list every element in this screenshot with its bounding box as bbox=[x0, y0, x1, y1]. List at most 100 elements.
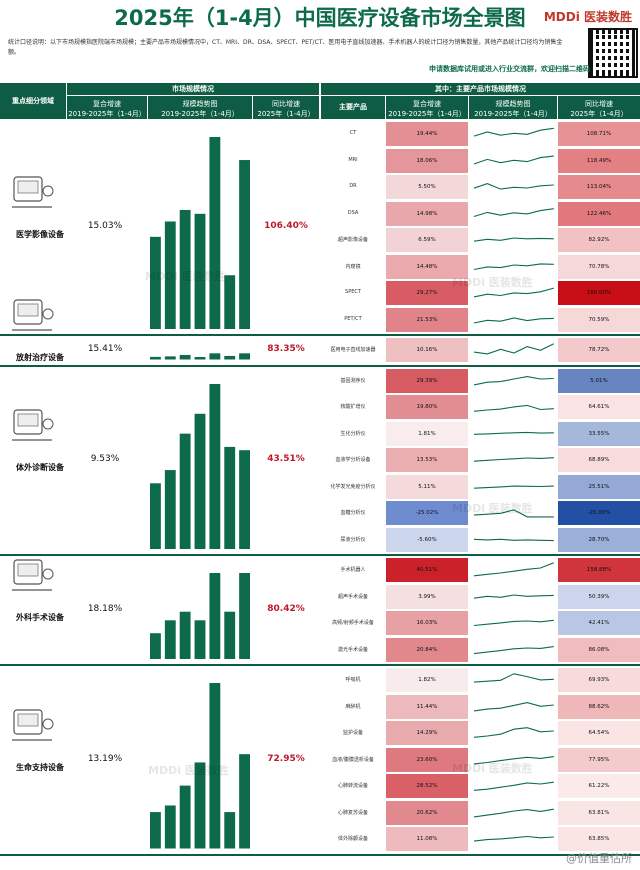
product-name: 生化分析仪 bbox=[340, 430, 366, 437]
trend-bar bbox=[239, 449, 250, 549]
trend-line bbox=[473, 701, 554, 711]
watermark: MDDi 医装数胜 bbox=[145, 270, 226, 283]
watermark: MDDi 医装数胜 bbox=[452, 762, 533, 775]
product-yoy: 70.59% bbox=[558, 307, 640, 332]
product-cagr: 29.27% bbox=[386, 281, 468, 305]
header-product-trend: 规模趋势图 2019-2025年（1-4月） bbox=[469, 96, 557, 119]
product-trend-line bbox=[473, 237, 554, 242]
segment-name: 体外诊断设备 bbox=[16, 463, 64, 473]
header-product-yoy: 同比增速 2025年（1-4月） bbox=[558, 96, 640, 119]
segment-cagr: 15.03% bbox=[87, 221, 123, 231]
trend-bar bbox=[209, 383, 221, 549]
product-yoy: 68.89% bbox=[558, 448, 640, 472]
header-market-group: 市场规模情况 bbox=[67, 83, 319, 95]
product-name: MRI bbox=[348, 156, 358, 163]
trend-line bbox=[473, 207, 554, 217]
trend-line bbox=[473, 619, 554, 627]
trend-line bbox=[473, 727, 554, 738]
product-trend-line bbox=[473, 701, 554, 711]
watermark: MDDi 医装数胜 bbox=[452, 276, 533, 289]
product-name: 心肺转流设备 bbox=[337, 783, 368, 789]
product-trend-line bbox=[473, 485, 554, 489]
trend-bar bbox=[224, 275, 236, 329]
product-cagr: 23.60% bbox=[386, 747, 468, 772]
product-cagr: 19.80% bbox=[386, 395, 468, 419]
section-divider bbox=[0, 664, 640, 666]
product-trend-line bbox=[473, 431, 554, 435]
product-name: 核酸扩增仪 bbox=[340, 404, 366, 410]
surgical-device-icon bbox=[8, 554, 58, 602]
product-name: SPECT bbox=[345, 289, 361, 295]
trend-bar bbox=[209, 353, 221, 360]
product-trend-line bbox=[473, 593, 554, 599]
product-name: 呼吸机 bbox=[345, 677, 361, 683]
trend-bar bbox=[224, 611, 236, 659]
segment-name: 放射治疗设备 bbox=[16, 353, 64, 363]
product-cagr: 40.51% bbox=[386, 558, 468, 582]
product-name: 超声手术设备 bbox=[337, 593, 368, 600]
product-yoy: 25.51% bbox=[558, 474, 640, 499]
trend-bar bbox=[179, 611, 191, 659]
segment-yoy: 80.42% bbox=[267, 604, 305, 614]
product-trend-line bbox=[473, 538, 554, 541]
product-trend-line bbox=[473, 127, 554, 137]
segment-name: 生命支持设备 bbox=[16, 762, 64, 772]
trend-bar bbox=[150, 236, 161, 329]
product-cagr: 29.39% bbox=[386, 368, 468, 393]
trend-bar bbox=[164, 469, 176, 549]
trend-line bbox=[473, 593, 554, 599]
product-trend-line bbox=[473, 457, 554, 462]
radiotherapy-device-icon bbox=[8, 294, 58, 342]
product-yoy: 113.04% bbox=[558, 175, 640, 199]
segment-cagr: 9.53% bbox=[90, 454, 120, 465]
header-product-group: 其中：主要产品市场规模情况 bbox=[321, 83, 640, 95]
product-trend-line bbox=[473, 262, 554, 270]
segment-name: 医学影像设备 bbox=[16, 230, 64, 239]
product-cagr: 13.53% bbox=[386, 448, 468, 472]
trend-line bbox=[473, 808, 554, 817]
product-cagr: 1.82% bbox=[386, 668, 468, 692]
product-yoy: 50.39% bbox=[558, 584, 640, 609]
trend-bar bbox=[164, 356, 176, 360]
product-name: DR bbox=[349, 183, 357, 189]
trend-line bbox=[473, 835, 554, 842]
product-trend-line bbox=[473, 781, 554, 791]
product-cagr: 10.16% bbox=[386, 338, 468, 362]
product-name: 体外除颤设备 bbox=[337, 836, 368, 842]
product-cagr: 14.48% bbox=[386, 254, 468, 279]
qr-code-pattern bbox=[594, 34, 630, 70]
segment-yoy: 83.35% bbox=[267, 344, 305, 355]
product-cagr: 18.06% bbox=[386, 148, 468, 173]
trend-bar bbox=[164, 221, 176, 329]
trend-bar bbox=[224, 812, 236, 849]
trend-line bbox=[473, 431, 554, 435]
brand-logo: MDDi 医装数胜 bbox=[543, 10, 632, 24]
product-yoy: 63.81% bbox=[558, 800, 640, 825]
trend-line bbox=[473, 316, 554, 324]
header-trend: 规模趋势图 2019-2025年（1-4月） bbox=[148, 96, 252, 119]
product-yoy: 70.78% bbox=[558, 254, 640, 279]
product-name: PET/CT bbox=[344, 315, 362, 322]
product-trend-line bbox=[473, 755, 554, 764]
product-name: 尿液分析仪 bbox=[340, 536, 366, 543]
segment-trend-chart bbox=[150, 137, 250, 329]
product-yoy: 158.88% bbox=[558, 558, 640, 582]
trend-line bbox=[473, 375, 554, 385]
header-product-cagr: 复合增速 2019-2025年（1-4月） bbox=[386, 96, 468, 119]
trend-bar bbox=[194, 620, 206, 659]
segment-cagr: 13.19% bbox=[87, 753, 123, 764]
segment-yoy: 43.51% bbox=[267, 454, 305, 465]
product-name: DSA bbox=[347, 209, 359, 216]
section-divider bbox=[0, 554, 640, 556]
trend-bar bbox=[224, 355, 236, 360]
product-cagr: 5.50% bbox=[386, 175, 468, 199]
section-divider bbox=[0, 364, 640, 367]
trend-line bbox=[473, 509, 554, 518]
page-title: 2025年（1-4月）中国医疗设备市场全景图 bbox=[114, 6, 526, 30]
product-cagr: 21.53% bbox=[386, 307, 468, 332]
product-name: 内窥镜 bbox=[345, 263, 361, 270]
product-name: 高频/射频手术设备 bbox=[332, 620, 374, 626]
trend-bar bbox=[224, 446, 236, 549]
watermark: MDDi 医装数胜 bbox=[148, 764, 229, 777]
